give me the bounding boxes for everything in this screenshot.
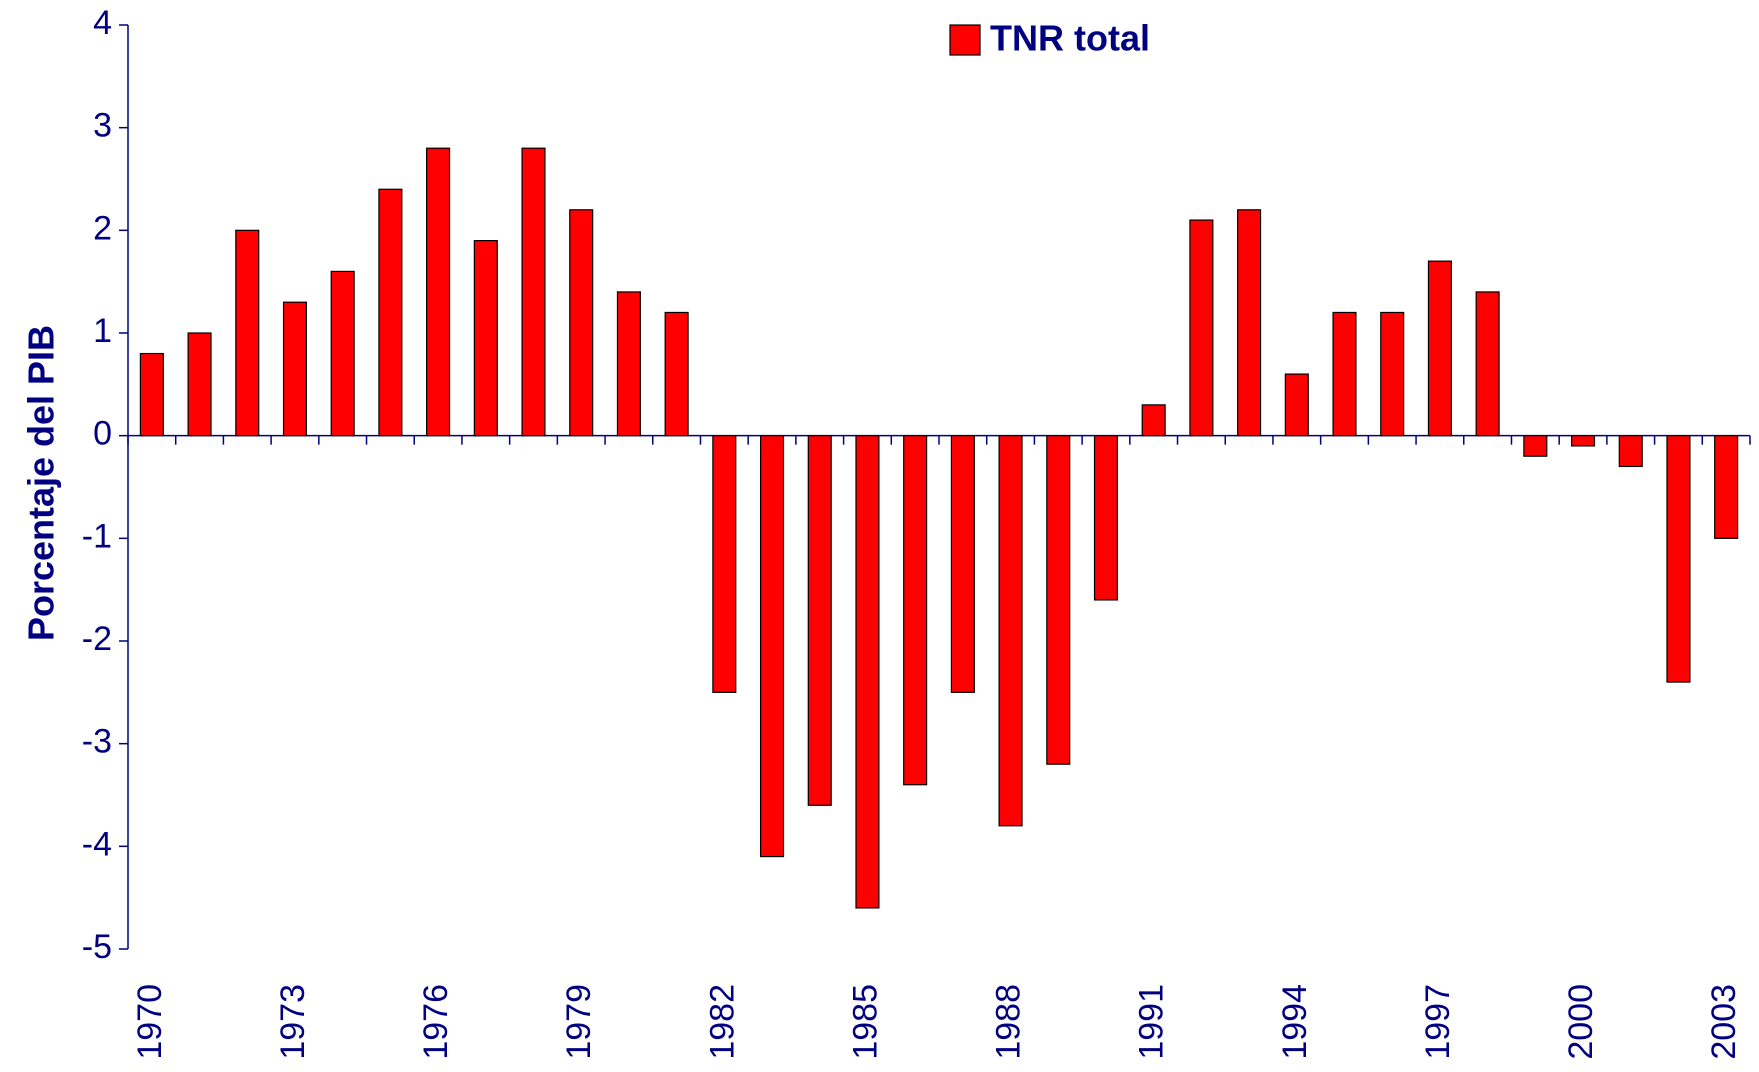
y-tick-label: -3 — [82, 723, 112, 761]
bar — [1284, 373, 1309, 437]
bar — [903, 435, 928, 786]
x-tick-label: 2003 — [1705, 984, 1743, 1060]
bar — [378, 188, 403, 437]
bar — [282, 301, 308, 437]
x-tick-label: 1997 — [1419, 984, 1457, 1060]
bar — [1570, 435, 1596, 447]
x-tick-label: 1979 — [560, 984, 598, 1060]
bar — [1237, 209, 1262, 437]
bar — [473, 240, 498, 437]
bar — [807, 435, 832, 806]
bar — [1093, 435, 1119, 601]
bar — [569, 209, 594, 437]
y-tick-label: -2 — [82, 620, 112, 658]
x-tick-label: 1988 — [990, 984, 1028, 1060]
bar — [1380, 311, 1405, 437]
bar — [1141, 404, 1166, 437]
bar — [950, 435, 975, 693]
y-axis-title: Porcentaje del PIB — [21, 325, 62, 641]
x-tick-label: 1973 — [274, 984, 312, 1060]
bar — [616, 291, 641, 437]
y-tick-label: -4 — [82, 825, 112, 863]
bar — [330, 270, 355, 437]
bar — [1475, 291, 1500, 437]
y-tick-label: 1 — [93, 312, 112, 350]
legend-swatch — [949, 24, 981, 56]
bar — [1523, 435, 1548, 457]
bar — [426, 147, 451, 437]
bar — [139, 352, 164, 437]
bar — [1189, 219, 1214, 437]
x-tick-label: 2000 — [1562, 984, 1600, 1060]
bar — [1618, 435, 1643, 468]
y-tick-label: -1 — [82, 517, 112, 555]
x-tick-label: 1991 — [1133, 984, 1171, 1060]
y-tick-label: 4 — [93, 4, 112, 42]
bar — [759, 435, 785, 858]
x-tick-label: 1994 — [1276, 984, 1314, 1060]
x-tick-label: 1976 — [417, 984, 455, 1060]
y-tick-label: 3 — [93, 107, 112, 145]
bar — [712, 435, 737, 693]
bar — [521, 147, 546, 437]
y-tick-label: 0 — [93, 415, 112, 453]
bar — [998, 435, 1023, 827]
bar — [1666, 435, 1691, 683]
bar — [1332, 311, 1357, 437]
x-tick-label: 1970 — [131, 984, 169, 1060]
bar — [235, 229, 260, 437]
y-tick-label: 2 — [93, 209, 112, 247]
bar — [664, 311, 689, 437]
x-tick-label: 1982 — [703, 984, 741, 1060]
bar — [1046, 435, 1071, 765]
bar — [1714, 435, 1739, 539]
legend-label: TNR total — [990, 18, 1150, 59]
bar — [1427, 260, 1452, 437]
y-tick-label: -5 — [82, 928, 112, 966]
bar — [855, 435, 880, 909]
bar — [187, 332, 212, 437]
x-tick-label: 1985 — [846, 984, 884, 1060]
